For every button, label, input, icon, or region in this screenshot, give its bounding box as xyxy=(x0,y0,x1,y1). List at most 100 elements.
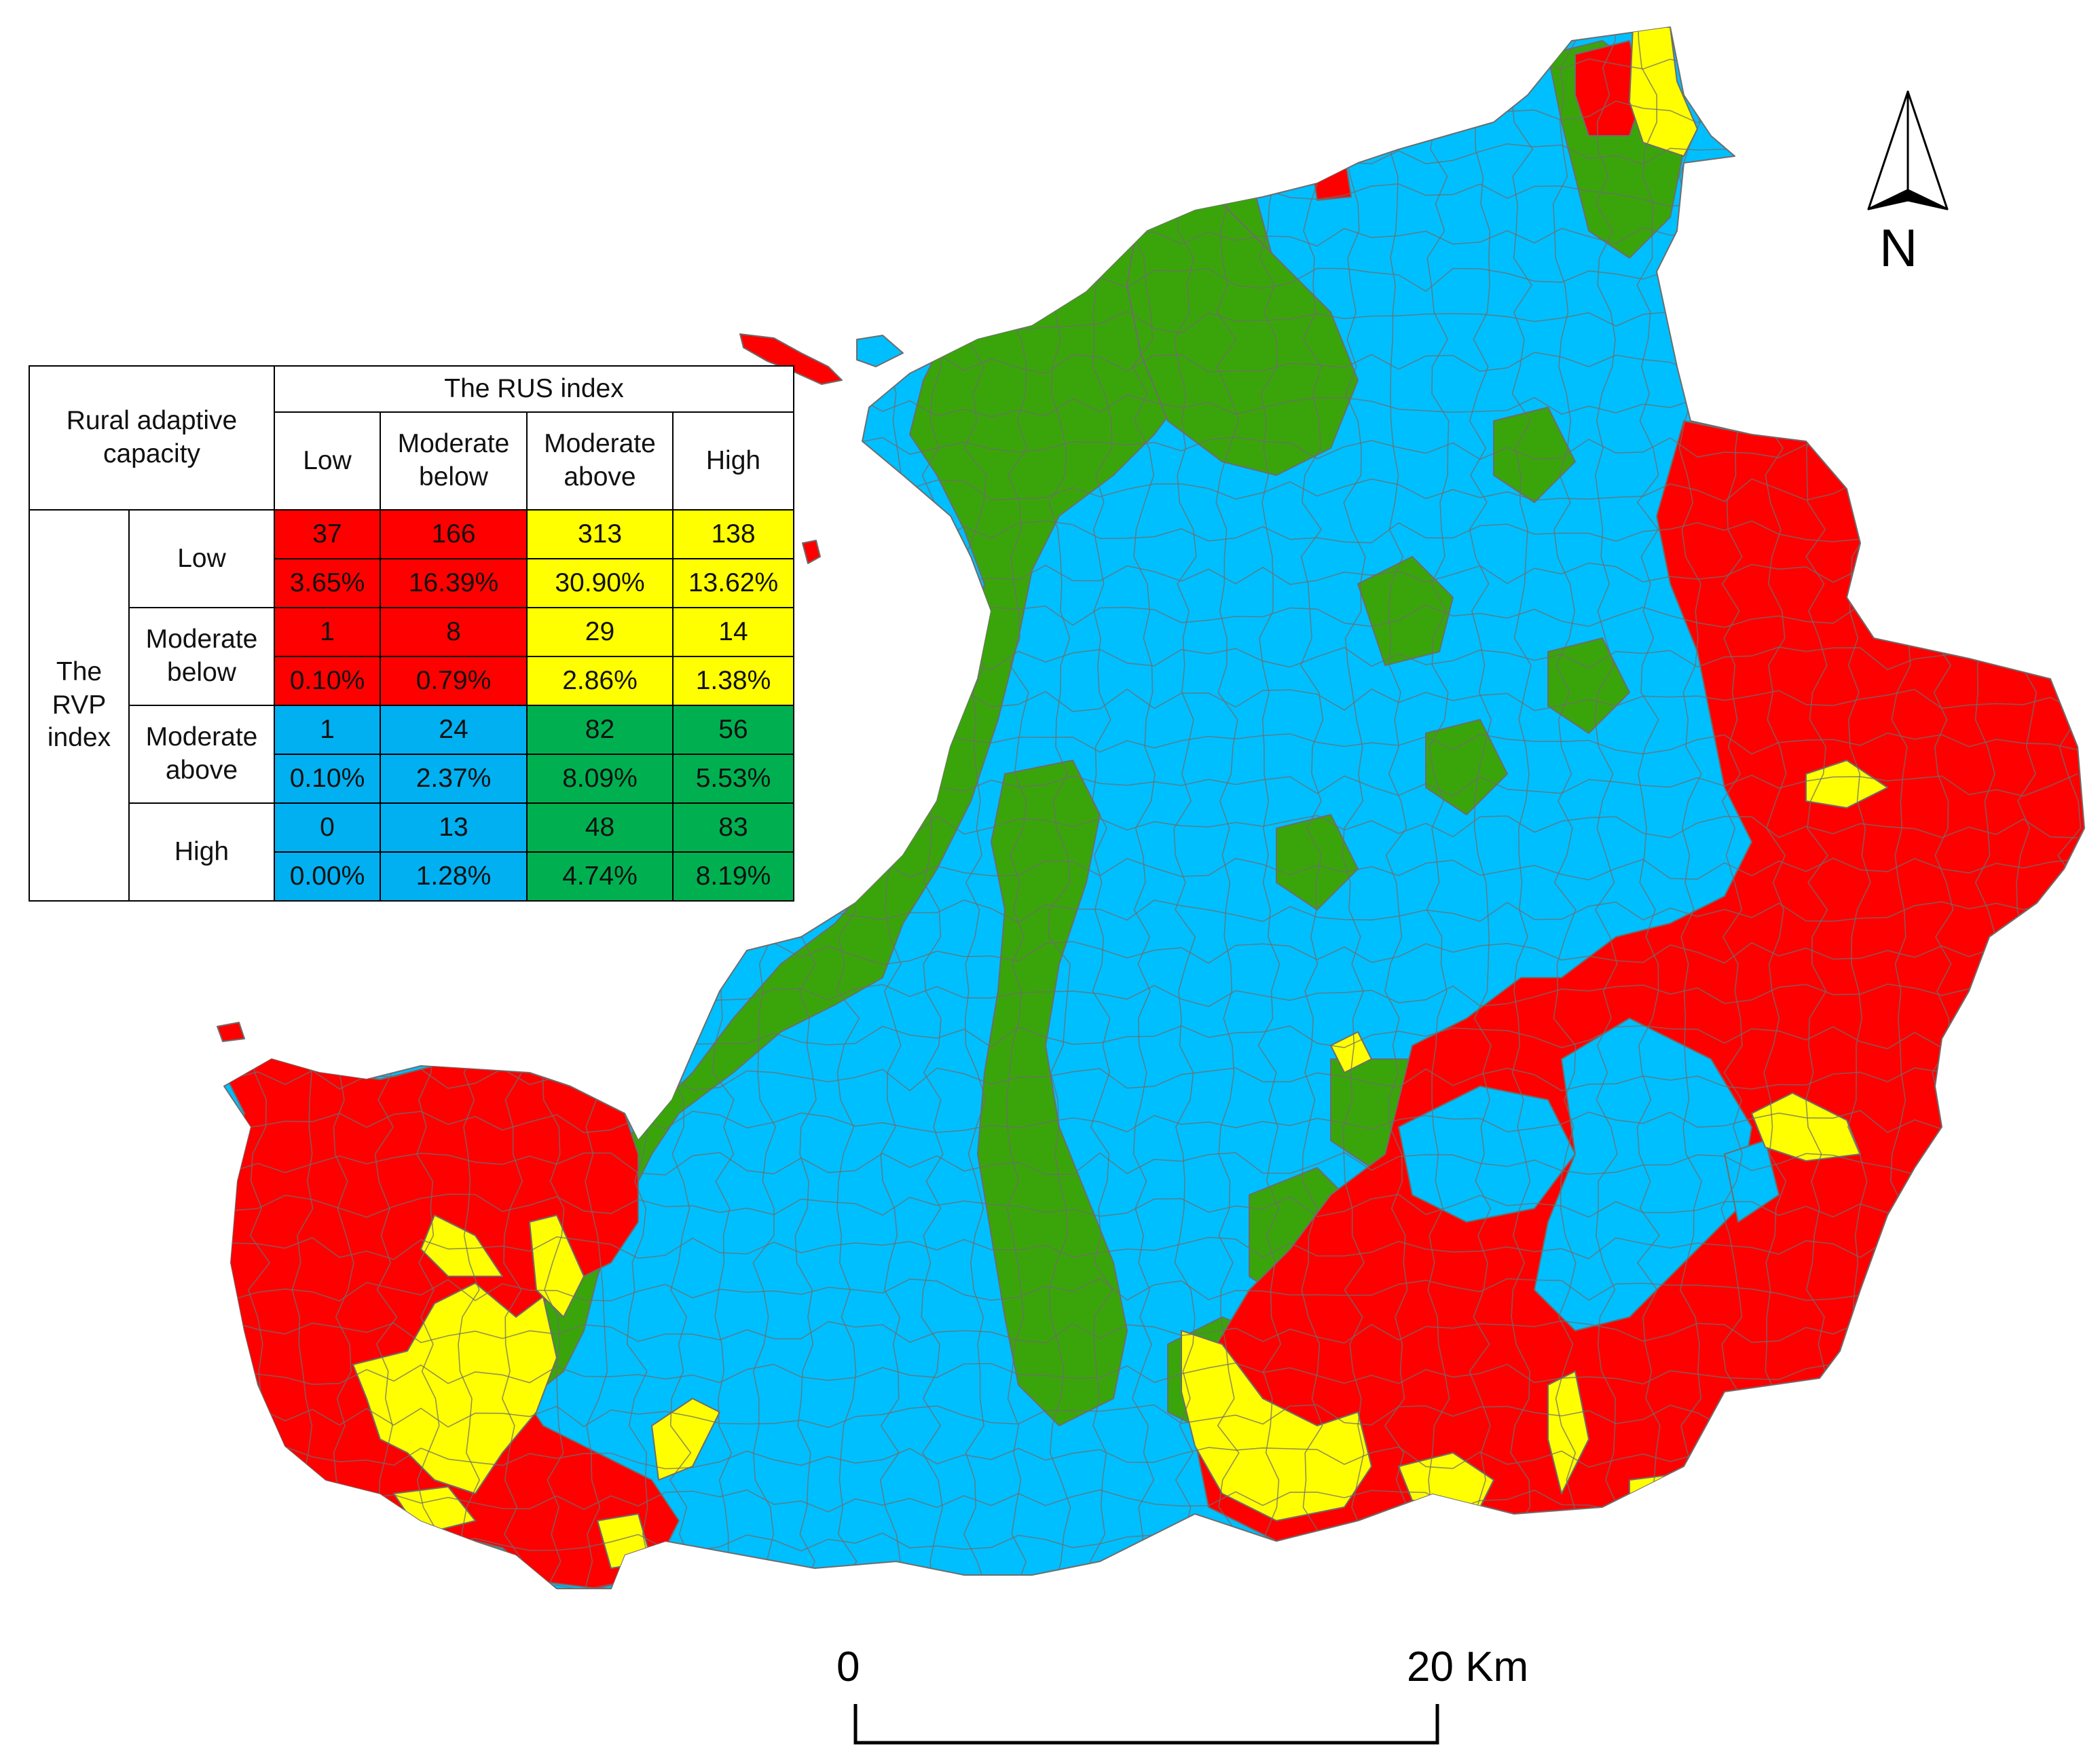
legend-percent-cell: 0.10% xyxy=(274,656,381,706)
boundary-line xyxy=(224,183,2078,208)
legend-count-cell: 37 xyxy=(274,509,381,559)
boundary-line xyxy=(224,142,2078,165)
legend-count-cell: 138 xyxy=(672,509,794,559)
legend-row-label: Moderate above xyxy=(128,705,275,804)
legend-row-label-line2: below xyxy=(167,658,236,687)
map-region xyxy=(1547,1371,1589,1494)
map-region xyxy=(1805,760,1888,809)
legend-percent-cell: 2.37% xyxy=(380,754,528,804)
map-region xyxy=(1310,152,1352,201)
legend-row-label: High xyxy=(128,802,275,902)
legend-row-label: Moderate below xyxy=(128,607,275,706)
map-region xyxy=(1276,814,1359,910)
legend-count-cell: 29 xyxy=(526,607,674,657)
boundary-line xyxy=(204,1615,2078,1637)
north-label: N xyxy=(1879,218,1918,278)
legend-percent-cell: 1.28% xyxy=(380,851,528,902)
map-region xyxy=(420,1215,503,1277)
legend-count-cell: 82 xyxy=(526,705,674,755)
map-island xyxy=(802,540,821,564)
map-region xyxy=(1547,637,1630,734)
legend-percent-cell: 5.53% xyxy=(672,754,794,804)
map-region xyxy=(1574,40,1644,136)
legend-percent-cell: 4.74% xyxy=(526,851,674,902)
legend-col-header-line1: Moderate xyxy=(397,429,510,459)
boundary-line xyxy=(1469,27,1492,1589)
map-region xyxy=(1357,556,1454,666)
legend-col-header-line2: above xyxy=(564,462,636,492)
map-region xyxy=(1493,407,1576,503)
legend-col-group-header: The RUS index xyxy=(274,365,794,413)
boundary-line xyxy=(1173,27,1197,1589)
legend-count-cell: 0 xyxy=(274,802,381,853)
map-region xyxy=(1398,1452,1494,1508)
legend-col-header-line1: Low xyxy=(303,445,352,475)
legend-col-header: High xyxy=(672,411,794,511)
boundary-line xyxy=(224,27,2078,39)
boundary-line xyxy=(1384,27,1408,1589)
legend-row-label-line2: above xyxy=(165,756,238,785)
legend-corner-label: Rural adaptive capacity xyxy=(29,365,275,511)
legend-row-label: Low xyxy=(128,509,275,608)
legend-count-cell: 83 xyxy=(672,802,794,853)
legend-count-cell: 56 xyxy=(672,705,794,755)
legend-row-label-line1: Moderate xyxy=(145,722,258,752)
legend-col-header-line1: High xyxy=(705,445,761,475)
legend-count-cell: 8 xyxy=(380,607,528,657)
scale-bar xyxy=(853,1704,1439,1745)
legend-percent-cell: 1.38% xyxy=(672,656,794,706)
legend-count-cell: 166 xyxy=(380,509,528,559)
boundary-line xyxy=(224,57,2078,81)
boundary-line xyxy=(224,1236,2078,1260)
map-island xyxy=(217,1022,245,1042)
north-arrow-icon xyxy=(1867,90,1949,210)
legend-count-cell: 1 xyxy=(274,607,381,657)
legend-count-cell: 13 xyxy=(380,802,528,853)
map-island xyxy=(739,333,843,385)
boundary-line xyxy=(224,1362,2078,1386)
map-island xyxy=(856,335,904,367)
map-region xyxy=(1181,1330,1372,1521)
boundary-line xyxy=(224,1573,2078,1589)
map-region xyxy=(1425,719,1508,815)
legend-percent-cell: 3.65% xyxy=(274,558,381,608)
legend-count-cell: 1 xyxy=(274,705,381,755)
legend-count-cell: 14 xyxy=(672,607,794,657)
legend-count-cell: 48 xyxy=(526,802,674,853)
boundary-line xyxy=(224,1193,2078,1218)
legend-percent-cell: 13.62% xyxy=(672,558,794,608)
boundary-line xyxy=(224,1067,2078,1092)
boundary-line xyxy=(1342,27,1366,1589)
legend-percent-cell: 16.39% xyxy=(380,558,528,608)
boundary-line xyxy=(1215,27,1240,1589)
map-region xyxy=(1330,1031,1372,1073)
legend-row-group-header: The RVP index xyxy=(29,509,130,902)
legend-percent-cell: 30.90% xyxy=(526,558,674,608)
legend-row-label-line1: High xyxy=(174,836,229,866)
legend-count-cell: 313 xyxy=(526,509,674,559)
boundary-line xyxy=(1131,27,1156,1589)
boundary-line xyxy=(1636,27,1661,1589)
boundary-line xyxy=(224,1109,2078,1134)
map-region xyxy=(1398,1086,1576,1223)
legend-percent-cell: 0.79% xyxy=(380,656,528,706)
map-region xyxy=(1194,420,2084,1542)
legend-count-cell: 24 xyxy=(380,705,528,755)
legend-col-header-line1: Moderate xyxy=(544,429,656,459)
boundary-line xyxy=(1300,27,1324,1589)
map-region xyxy=(977,760,1128,1426)
legend-row-group-text: The RVP index xyxy=(47,656,111,753)
boundary-line xyxy=(224,99,2078,124)
legend-percent-cell: 8.09% xyxy=(526,754,674,804)
boundary-line xyxy=(1552,27,1577,1589)
scale-bar-start-label: 0 xyxy=(836,1644,860,1690)
legend-col-header-line2: below xyxy=(419,462,488,492)
legend-percent-cell: 2.86% xyxy=(526,656,674,706)
legend-table: Rural adaptive capacity The RUS index Lo… xyxy=(29,365,794,902)
scale-bar-end-label: 20 Km xyxy=(1407,1644,1529,1690)
map-region xyxy=(1751,1092,1861,1162)
boundary-line xyxy=(224,1320,2078,1344)
map-region xyxy=(1629,1473,1712,1521)
legend-percent-cell: 0.00% xyxy=(274,851,381,902)
